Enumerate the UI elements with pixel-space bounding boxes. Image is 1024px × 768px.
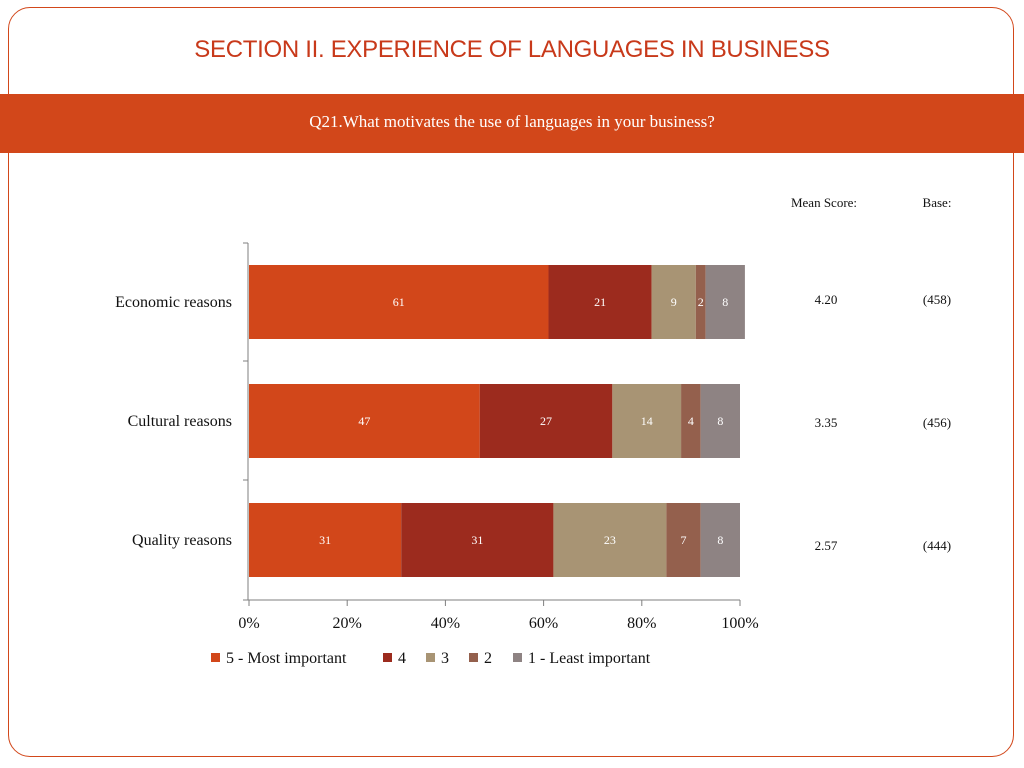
- legend-swatch: [426, 653, 435, 662]
- data-label: 8: [717, 414, 723, 428]
- data-label: 27: [540, 414, 552, 428]
- x-tick-label: 60%: [529, 615, 558, 632]
- data-label: 47: [358, 414, 370, 428]
- base-value: (458): [923, 292, 951, 307]
- bar-segment: [548, 265, 652, 339]
- question-text: Q21.What motivates the use of languages …: [309, 112, 715, 131]
- data-label: 8: [722, 295, 728, 309]
- data-label: 2: [698, 295, 704, 309]
- category-label: Cultural reasons: [128, 413, 232, 430]
- data-label: 23: [604, 533, 616, 547]
- legend-label: 5 - Most important: [226, 650, 347, 667]
- bar-segment: [681, 384, 701, 458]
- question-banner: Q21.What motivates the use of languages …: [0, 94, 1024, 153]
- x-tick-label: 20%: [333, 615, 362, 632]
- x-tick-label: 80%: [627, 615, 656, 632]
- bar-segment: [553, 503, 667, 577]
- legend-swatch: [383, 653, 392, 662]
- mean-score-value: 4.20: [815, 292, 838, 307]
- data-label: 9: [671, 295, 677, 309]
- data-label: 61: [393, 295, 405, 309]
- x-tick-label: 40%: [431, 615, 460, 632]
- category-label: Quality reasons: [132, 532, 232, 549]
- x-tick-label: 100%: [721, 615, 758, 632]
- data-label: 31: [319, 533, 331, 547]
- bar-segment: [249, 265, 549, 339]
- legend-swatch: [513, 653, 522, 662]
- data-label: 7: [681, 533, 687, 547]
- page-title: SECTION II. EXPERIENCE OF LANGUAGES IN B…: [194, 36, 830, 63]
- legend-label: 4: [398, 650, 406, 667]
- data-label: 4: [688, 414, 694, 428]
- mean-score-header: Mean Score:: [791, 195, 857, 210]
- data-label: 14: [641, 414, 653, 428]
- bar-segment: [705, 265, 745, 339]
- legend-swatch: [469, 653, 478, 662]
- slide-frame: [8, 7, 1014, 757]
- bar-segment: [612, 384, 682, 458]
- data-label: 21: [594, 295, 606, 309]
- mean-score-value: 2.57: [815, 538, 838, 553]
- bar-segment: [700, 503, 740, 577]
- bar-segment: [700, 384, 740, 458]
- base-value: (444): [923, 538, 951, 553]
- legend-label: 2: [484, 650, 492, 667]
- legend-label: 3: [441, 650, 449, 667]
- data-label: 31: [471, 533, 483, 547]
- base-header: Base:: [923, 195, 952, 210]
- legend-swatch: [211, 653, 220, 662]
- mean-score-value: 3.35: [815, 415, 838, 430]
- bar-segment: [666, 503, 701, 577]
- bar-segment: [249, 503, 402, 577]
- legend-label: 1 - Least important: [528, 650, 651, 667]
- bar-segment: [479, 384, 613, 458]
- x-tick-label: 0%: [238, 615, 259, 632]
- bar-segment: [249, 384, 480, 458]
- data-label: 8: [717, 533, 723, 547]
- category-label: Economic reasons: [115, 294, 232, 311]
- bar-segment: [695, 265, 706, 339]
- bar-segment: [651, 265, 696, 339]
- base-value: (456): [923, 415, 951, 430]
- bar-segment: [401, 503, 554, 577]
